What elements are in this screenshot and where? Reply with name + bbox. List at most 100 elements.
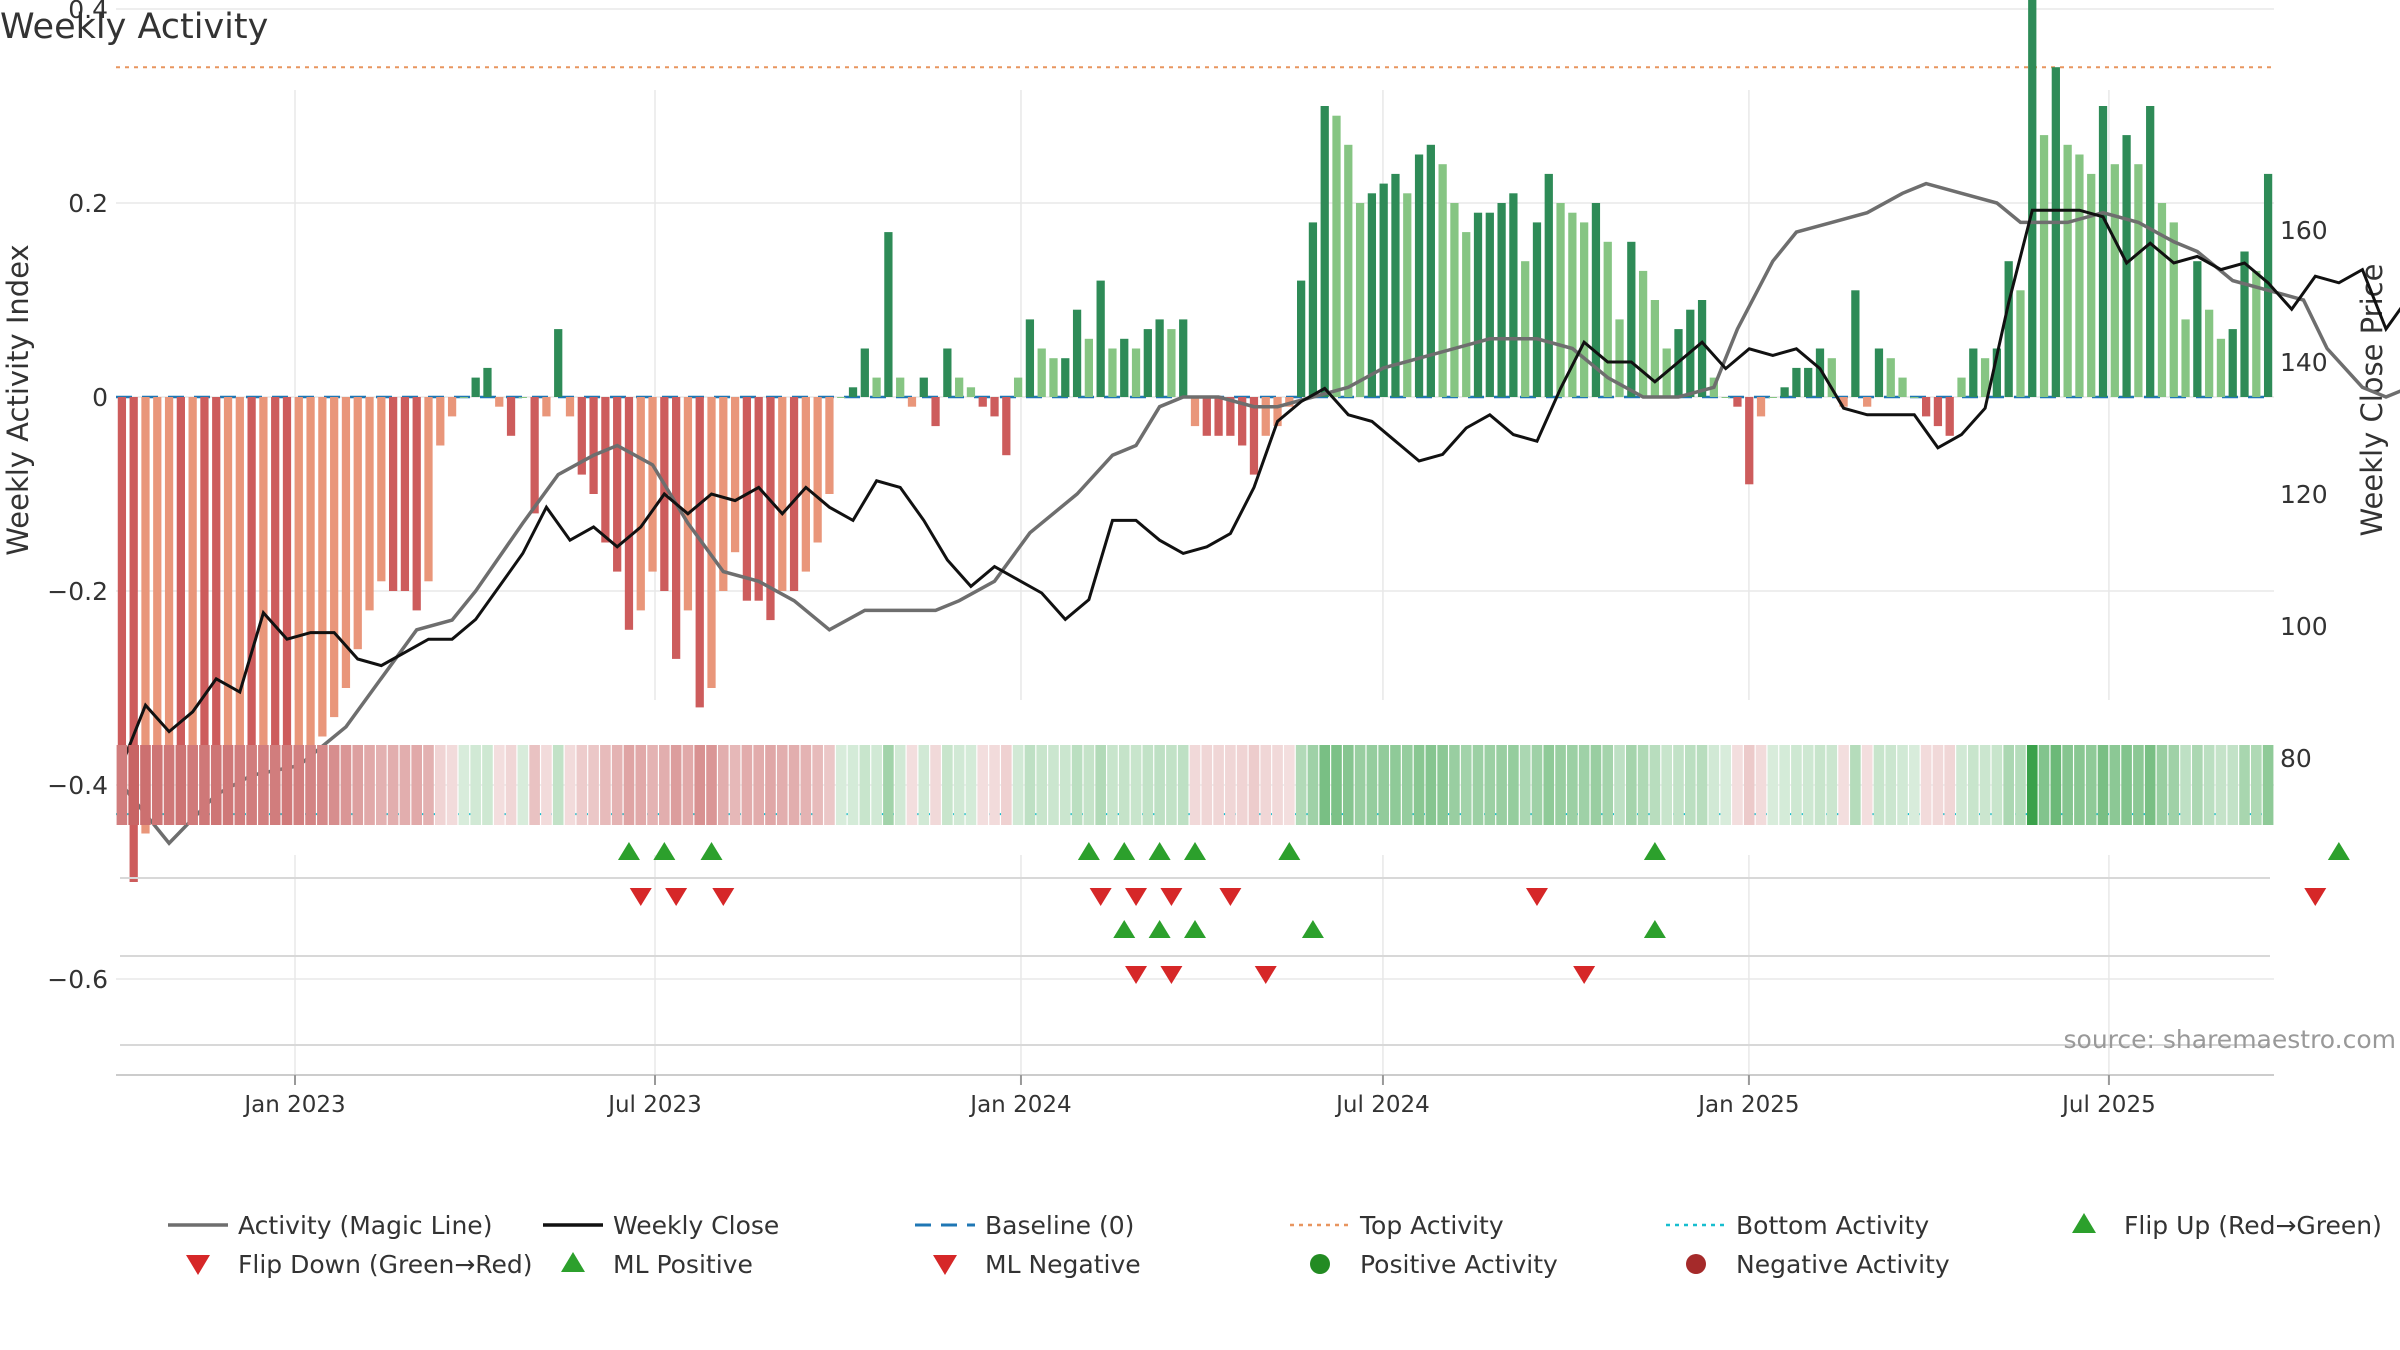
activity-bar [1827, 358, 1836, 397]
heat-cell [175, 745, 187, 825]
activity-bar [872, 377, 881, 397]
activity-bar [1238, 397, 1247, 446]
heat-cell [269, 745, 281, 825]
heat-cell [1979, 745, 1991, 825]
flip-down-marker [1219, 888, 1242, 906]
activity-bar [1273, 397, 1282, 427]
activity-bar [1839, 397, 1848, 407]
heat-cell [883, 745, 894, 825]
activity-bar [1379, 183, 1388, 397]
heat-cell [977, 745, 989, 825]
activity-bar [1980, 358, 1990, 397]
heat-cell [387, 745, 399, 825]
heat-cell [1390, 745, 1401, 825]
heat-cell [470, 745, 481, 825]
activity-bar [1462, 232, 1471, 397]
heat-cell [1331, 745, 1342, 825]
activity-bar [1131, 348, 1141, 397]
heat-cell [1154, 745, 1165, 825]
heat-cell [1850, 745, 1861, 825]
activity-bar [1650, 300, 1660, 397]
activity-bar [2205, 309, 2214, 397]
heat-cell [2026, 745, 2038, 825]
heat-cell [222, 745, 234, 825]
activity-bar [1898, 377, 1907, 397]
heat-cell [1083, 745, 1095, 825]
heat-cell [1472, 745, 1484, 825]
heat-cell [1909, 745, 1920, 825]
activity-bar [1450, 203, 1459, 397]
activity-bar [848, 387, 858, 397]
heat-cell [1366, 745, 1378, 825]
heat-cell [1779, 745, 1790, 825]
activity-bar [648, 397, 657, 572]
heat-cell [765, 745, 776, 825]
heat-cell [659, 745, 670, 825]
activity-bar [518, 397, 527, 398]
activity-bar [1509, 193, 1518, 397]
activity-bar [896, 377, 905, 397]
activity-bar [1084, 338, 1093, 397]
flip-up-marker [1148, 842, 1171, 860]
flip-up-marker [1278, 842, 1301, 860]
activity-bar [259, 397, 268, 776]
heat-cell [2121, 745, 2132, 825]
activity-bar [707, 397, 716, 688]
legend: Activity (Magic Line) Weekly Close Baselin… [168, 1211, 2382, 1279]
activity-bar [1544, 173, 1553, 397]
heat-cell [1649, 745, 1661, 825]
heat-cell [717, 745, 729, 825]
activity-bar [377, 397, 386, 582]
heat-cell [1437, 745, 1448, 825]
ml-down-marker [1125, 966, 1148, 984]
activity-bar [1945, 397, 1954, 436]
heat-cell [1142, 745, 1154, 825]
activity-bar [966, 387, 976, 397]
heat-cell [1201, 745, 1213, 825]
activity-bar [164, 397, 174, 805]
heat-cell [1531, 745, 1543, 825]
legend-swatch [2072, 1213, 2096, 1233]
heat-cell [670, 745, 682, 825]
heat-cell [423, 745, 434, 825]
activity-bar [1344, 144, 1353, 397]
ml-up-marker [1113, 920, 1136, 938]
heat-cell [906, 745, 918, 825]
heat-cell [1059, 745, 1071, 825]
heat-cell [942, 745, 953, 825]
activity-bar [1591, 203, 1601, 397]
activity-bar [907, 397, 917, 407]
heat-cell [210, 745, 222, 825]
activity-bar [1874, 348, 1884, 397]
activity-bar [1532, 222, 1542, 397]
heat-cell [411, 745, 423, 825]
activity-bar [1096, 280, 1105, 397]
activity-bars [117, 0, 2273, 882]
heat-cell [1897, 745, 1908, 825]
heat-cell [1956, 745, 1967, 825]
heat-cell [1496, 745, 1507, 825]
heat-cell [1048, 745, 1059, 825]
activity-bar [2181, 319, 2190, 397]
activity-bar [212, 397, 221, 815]
y2-axis-label: Weekly Close Price [2355, 264, 2389, 537]
activity-bar [365, 397, 374, 611]
activity-bar [542, 397, 551, 417]
heat-cell [376, 745, 387, 825]
activity-bar [577, 397, 586, 475]
heat-cell [611, 745, 623, 825]
heat-cell [647, 745, 658, 825]
activity-bar [695, 397, 704, 708]
activity-bar [1697, 300, 1707, 397]
heat-cell [482, 745, 493, 825]
activity-bar [129, 397, 138, 882]
activity-bar [1863, 397, 1872, 407]
heat-cell [151, 745, 163, 825]
heat-cell [529, 745, 540, 825]
heat-cell [128, 745, 139, 825]
activity-bar [353, 397, 362, 650]
heat-cell [2003, 745, 2014, 825]
legend-item: Negative Activity [1686, 1250, 1950, 1279]
activity-bar [1721, 397, 1730, 398]
heat-cell [1614, 745, 1625, 825]
